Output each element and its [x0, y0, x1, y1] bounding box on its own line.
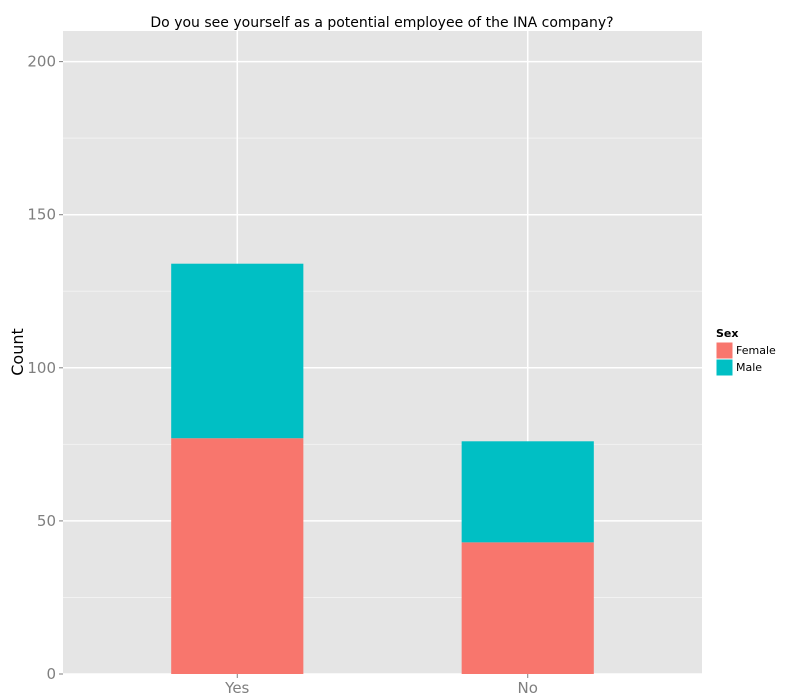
- y-axis-label: Count: [8, 328, 27, 376]
- legend-swatch-male: [715, 358, 734, 377]
- legend-title: Sex: [716, 327, 738, 340]
- legend-label-female: Female: [736, 344, 776, 357]
- legend-label-male: Male: [736, 361, 762, 374]
- legend-swatch-female: [715, 341, 734, 360]
- bar-yes-male: [171, 263, 304, 439]
- x-tick-label: No: [518, 679, 538, 697]
- plot-panel: [63, 31, 702, 674]
- bar-yes-female: [171, 438, 304, 674]
- bars: [171, 263, 594, 674]
- x-axis-ticks: Yes No: [224, 674, 538, 697]
- y-tick-label: 0: [46, 665, 56, 683]
- bar-no-male: [461, 441, 594, 543]
- x-tick-label: Yes: [224, 679, 249, 697]
- y-tick-label: 100: [27, 359, 56, 377]
- bar-no-female: [461, 542, 594, 674]
- y-tick-label: 200: [27, 53, 56, 71]
- y-tick-label: 50: [37, 512, 56, 530]
- chart-title: Do you see yourself as a potential emplo…: [150, 15, 613, 31]
- legend: Sex Female Male: [715, 327, 776, 377]
- y-axis-ticks: 0 50 100 150 200: [27, 53, 63, 683]
- y-tick-label: 150: [27, 206, 56, 224]
